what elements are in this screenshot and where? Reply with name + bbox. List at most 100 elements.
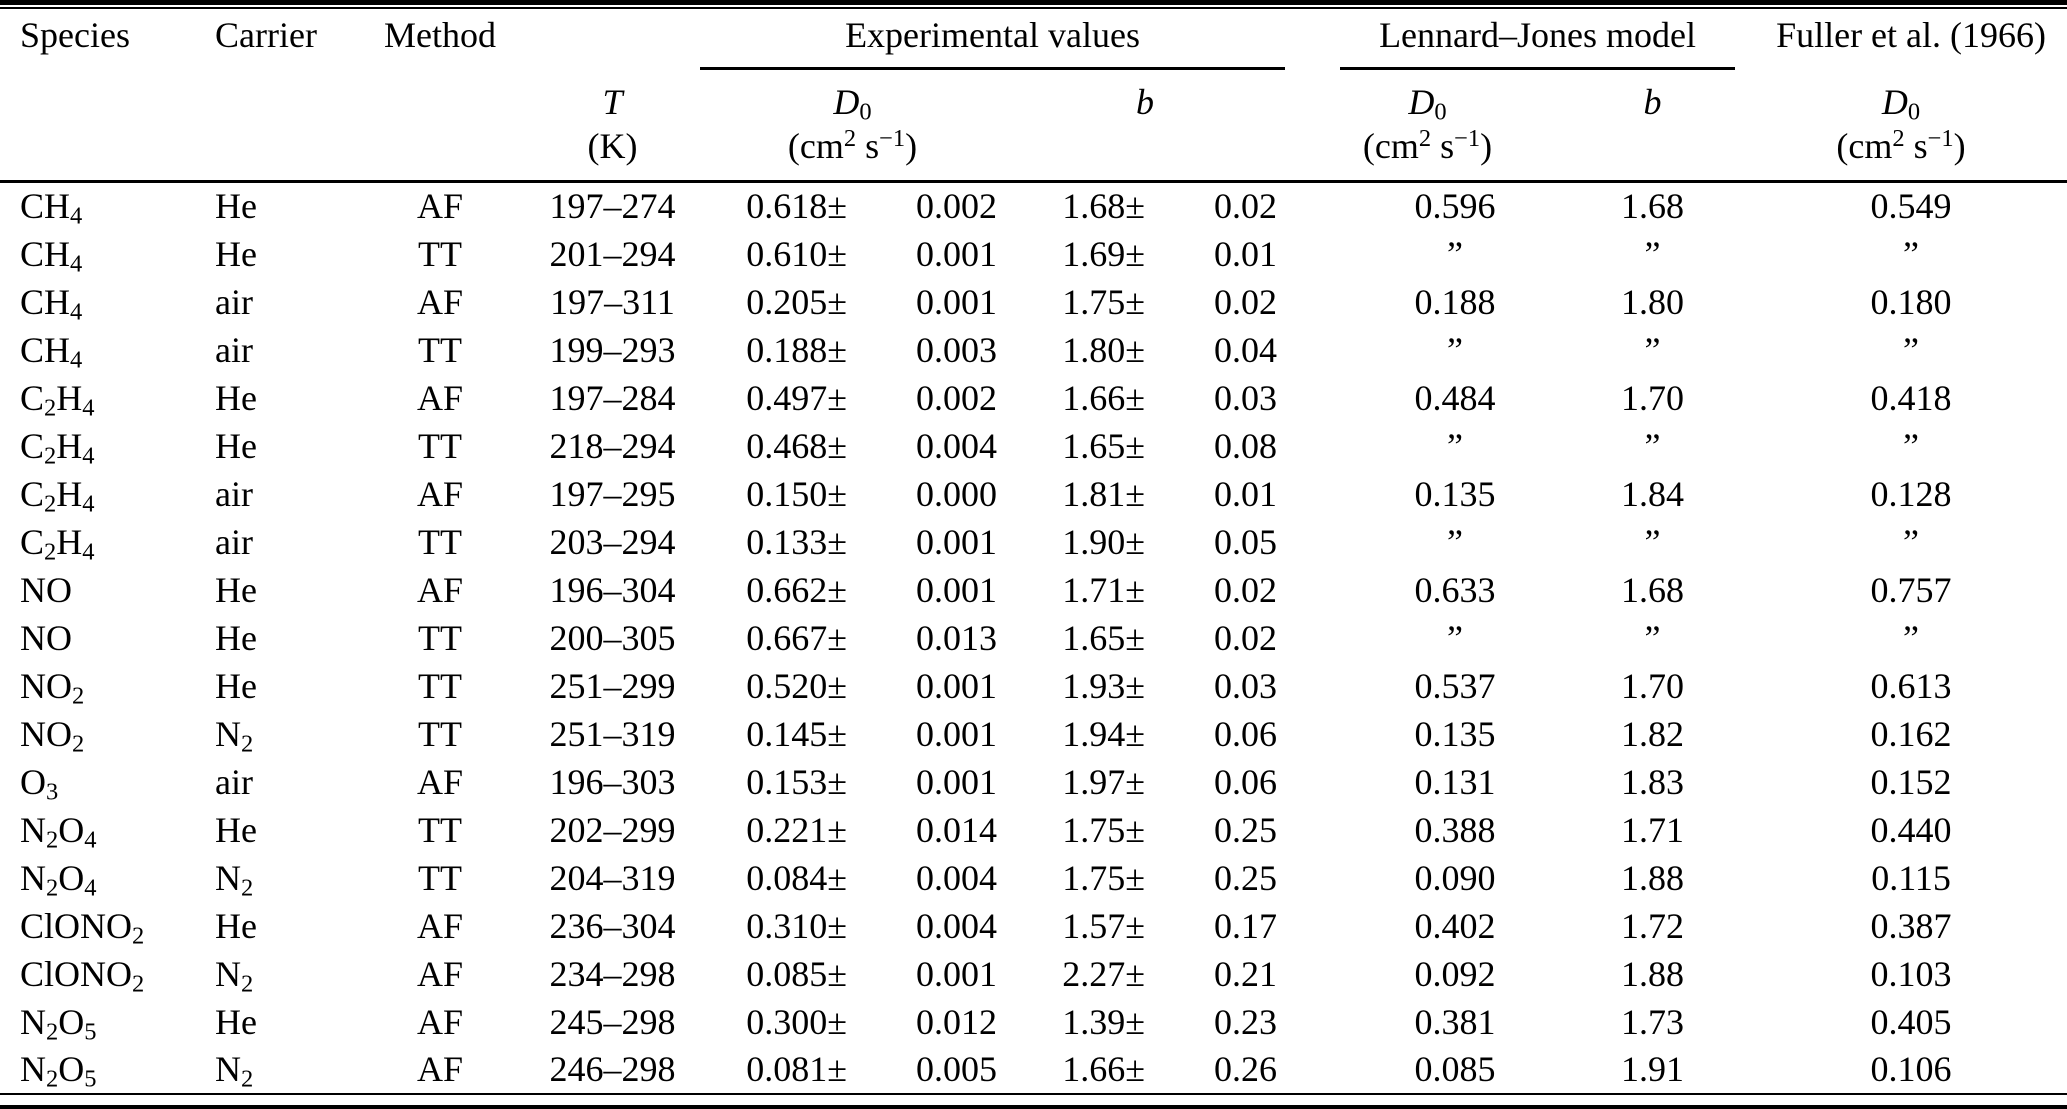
- cell-carrier: He: [215, 1001, 257, 1042]
- cell-temp-range: 251–319: [549, 713, 676, 754]
- cell-lj-b: ”: [1644, 329, 1661, 370]
- cell-fuller-d0: 0.440: [1870, 809, 1952, 850]
- cell-lj-b: ”: [1644, 521, 1661, 562]
- cell-method: TT: [418, 857, 462, 898]
- cell-lj-d0: 0.484: [1414, 377, 1496, 418]
- cell-fuller-d0: 0.128: [1870, 473, 1952, 514]
- cell-d0-value: 0.618±: [746, 186, 847, 227]
- cell-carrier: N2: [195, 1045, 355, 1095]
- d0-symbol: D: [1881, 82, 1908, 122]
- cell-fuller-d0: 0.613: [1870, 665, 1952, 706]
- cell-species: NO2: [20, 713, 85, 757]
- cell-lj-d0: ”: [1447, 425, 1463, 466]
- cell-species: N2O5: [0, 1045, 195, 1095]
- cell-lj-b: 1.71: [1621, 809, 1685, 850]
- cell-lj-d0: ”: [1447, 617, 1463, 658]
- cell-d0-value: 0.153±: [746, 761, 847, 802]
- header-d0-experimental-unit: (cm2 s−1): [700, 126, 1005, 183]
- cell-b-error: 0.02: [1214, 186, 1278, 227]
- d0-subscript: 0: [859, 98, 872, 126]
- cell-method: AF: [416, 473, 464, 514]
- unit-close: ): [905, 126, 918, 166]
- table-row: CH4 air AF 197–311 0.205± 0.001 1.75± 0.02 0.188…: [0, 278, 2067, 326]
- group-fuller: Fuller et al. (1966): [1735, 8, 2067, 70]
- cell-species: CH4: [20, 329, 83, 373]
- cell-b-error: 0.06: [1214, 761, 1278, 802]
- cell-fuller-d0: 0.757: [1870, 569, 1952, 610]
- cell-temp-range: 196–304: [549, 569, 676, 610]
- table-row: NO2 He TT 251–299 0.520± 0.001 1.93± 0.03 0.537 1…: [0, 662, 2067, 710]
- cell-d0-error: 0.001: [916, 233, 997, 274]
- cell-method: TT: [418, 809, 462, 850]
- cell-b-value: 1.93±: [1062, 665, 1145, 706]
- cell-d0-error: 0.002: [916, 186, 997, 227]
- cell-carrier: He: [215, 377, 257, 418]
- header-b-unit-spacer: [1005, 126, 1286, 183]
- cell-b-error: 0.26: [1153, 1045, 1286, 1095]
- cell-b-value: 1.81±: [1062, 473, 1145, 514]
- cell-method: TT: [418, 521, 462, 562]
- cell-carrier: air: [215, 521, 253, 562]
- cell-d0-value: 0.205±: [746, 281, 847, 322]
- cell-method: TT: [418, 665, 462, 706]
- table-row: ClONO2 N2 AF 234–298 0.085± 0.001 2.27± 0.21 0.0…: [0, 950, 2067, 998]
- table-row: C2H4 He AF 197–284 0.497± 0.002 1.66± 0.03 0.484…: [0, 374, 2067, 422]
- header-d0-fuller-unit: (cm2 s−1): [1735, 124, 2067, 183]
- unit-close: ): [1953, 126, 1966, 166]
- cell-fuller-d0: ”: [1903, 233, 1920, 274]
- cell-temp-range: 218–294: [549, 425, 676, 466]
- cell-carrier: N2: [215, 713, 254, 757]
- cell-fuller-d0: ”: [1903, 617, 1920, 658]
- unit-mid: s: [1431, 126, 1455, 166]
- cell-temp-range: 201–294: [549, 233, 676, 274]
- cell-fuller-d0: 0.418: [1870, 377, 1952, 418]
- cell-lj-b: 1.72: [1621, 905, 1685, 946]
- cell-d0-error: 0.004: [916, 857, 997, 898]
- cell-species: ClONO2: [20, 905, 145, 949]
- table-row: CH4 He AF 197–274 0.618± 0.002 1.68± 0.02 0.596 1…: [0, 182, 2067, 230]
- cell-lj-b: 1.91: [1570, 1045, 1736, 1095]
- header-t-unit: (K): [525, 126, 700, 183]
- cell-species: ClONO2: [20, 953, 145, 997]
- cell-d0-value: 0.085±: [746, 953, 847, 994]
- cell-d0-error: 0.005: [855, 1045, 1005, 1095]
- cell-d0-error: 0.012: [916, 1001, 997, 1042]
- cell-method: AF: [416, 953, 464, 994]
- header-b-lj-unit-spacer: [1570, 126, 1736, 183]
- d0-subscript: 0: [1434, 98, 1447, 126]
- unit-mid: s: [1904, 126, 1928, 166]
- cell-carrier: He: [215, 809, 257, 850]
- unit-open: (cm: [1836, 126, 1893, 166]
- cell-species: N2O4: [20, 857, 97, 901]
- cell-b-error: 0.23: [1214, 1001, 1278, 1042]
- cell-method: TT: [418, 329, 462, 370]
- cell-fuller-d0: 0.405: [1870, 1001, 1952, 1042]
- cell-b-value: 1.80±: [1062, 329, 1145, 370]
- cell-method: AF: [355, 1045, 525, 1095]
- table-row: ClONO2 He AF 236–304 0.310± 0.004 1.57± 0.17 0.4…: [0, 902, 2067, 950]
- cell-fuller-d0: 0.549: [1870, 186, 1952, 227]
- cell-d0-value: 0.610±: [746, 233, 847, 274]
- table-row: N2O4 N2 TT 204–319 0.084± 0.004 1.75± 0.25 0.090…: [0, 854, 2067, 902]
- unit-exponent: 2: [1892, 124, 1905, 152]
- cell-d0-value: 0.081±: [700, 1045, 855, 1095]
- cell-d0-value: 0.310±: [746, 905, 847, 946]
- cell-lj-d0: ”: [1447, 329, 1463, 370]
- cell-b-error: 0.25: [1214, 857, 1278, 898]
- cell-fuller-d0: ”: [1903, 329, 1920, 370]
- unit-close: ): [1480, 126, 1493, 166]
- cell-temp-range: 234–298: [549, 953, 676, 994]
- lennard-jones-group-label: Lennard–Jones model: [1379, 15, 1696, 55]
- cell-b-value: 1.75±: [1062, 857, 1145, 898]
- b-symbol: b: [1136, 82, 1154, 122]
- group-lennard-jones: Lennard–Jones model: [1285, 8, 1736, 70]
- cell-d0-error: 0.000: [916, 473, 997, 514]
- header-unit-row: (K) (cm2 s−1) (cm2 s−1) (cm2 s−1): [0, 124, 2067, 183]
- cell-carrier: He: [215, 905, 257, 946]
- header-b-experimental: b: [1005, 70, 1285, 126]
- cell-d0-value: 0.300±: [746, 1001, 847, 1042]
- cell-lj-d0: 0.092: [1414, 953, 1496, 994]
- header-d0-experimental: D0: [700, 70, 1005, 126]
- cell-carrier: air: [215, 281, 253, 322]
